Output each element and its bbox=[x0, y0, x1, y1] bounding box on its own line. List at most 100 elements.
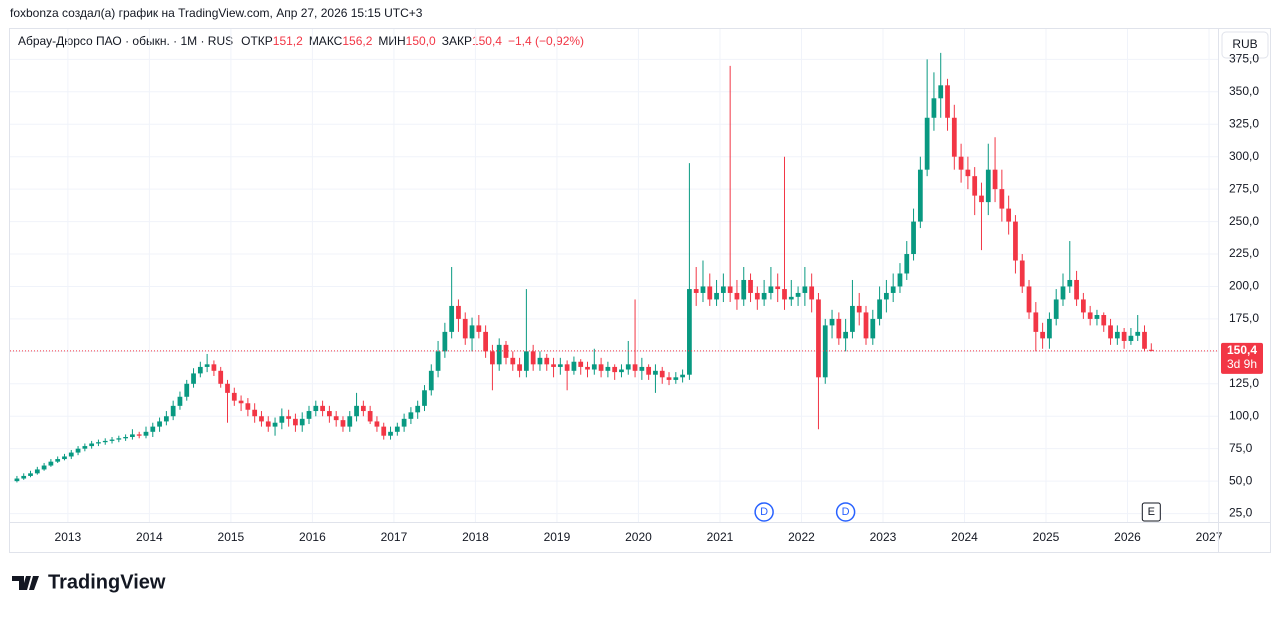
event-marker bbox=[754, 502, 774, 522]
last-price-box bbox=[1221, 342, 1263, 374]
x-tick-label: 2025 bbox=[1033, 530, 1060, 544]
candle-body bbox=[965, 169, 971, 177]
candle-body bbox=[469, 325, 475, 339]
candle-body bbox=[564, 364, 570, 371]
candle-body bbox=[700, 286, 706, 293]
candle-body bbox=[211, 364, 217, 371]
x-tick-label: 2014 bbox=[136, 530, 163, 544]
ohlc-value: 150,4 bbox=[472, 34, 502, 48]
candle-body bbox=[327, 411, 332, 417]
candle-body bbox=[775, 286, 781, 290]
candle-body bbox=[96, 442, 101, 444]
candle-body bbox=[992, 169, 998, 190]
candle-body bbox=[177, 396, 183, 406]
candle-body bbox=[788, 296, 794, 300]
y-tick-label: 275,0 bbox=[1229, 181, 1259, 195]
x-tick-label: 2023 bbox=[870, 530, 897, 544]
candle-body bbox=[238, 400, 244, 404]
candle-body bbox=[605, 366, 611, 371]
candle-body bbox=[259, 416, 264, 422]
candle-body bbox=[21, 475, 27, 479]
candle-body bbox=[422, 390, 427, 406]
candle-body bbox=[1087, 312, 1093, 319]
chart-frame bbox=[9, 28, 1271, 553]
candle-body bbox=[802, 286, 808, 293]
candle-body bbox=[836, 318, 842, 339]
candle-body bbox=[795, 292, 801, 297]
candle-body bbox=[598, 364, 604, 371]
candle-body bbox=[1006, 208, 1012, 222]
candle-body bbox=[904, 254, 910, 274]
candle-body bbox=[130, 434, 135, 437]
candle-body bbox=[972, 176, 978, 196]
candle-body bbox=[41, 465, 47, 470]
candle-body bbox=[34, 469, 40, 474]
candle-body bbox=[754, 292, 760, 300]
candle-body bbox=[136, 434, 142, 436]
candle-body bbox=[843, 331, 849, 339]
candle-body bbox=[388, 431, 393, 436]
currency[interactable]: RUB bbox=[1232, 37, 1257, 51]
candle-body bbox=[890, 286, 896, 293]
ohlc-name: ЗАКР bbox=[442, 34, 472, 48]
candle-body bbox=[1053, 299, 1059, 319]
candle-body bbox=[612, 366, 618, 373]
candle-body bbox=[320, 405, 325, 412]
y-tick-label: 100,0 bbox=[1229, 408, 1259, 422]
candle-body bbox=[591, 364, 597, 370]
x-tick-label: 2021 bbox=[707, 530, 734, 544]
x-tick-label: 2018 bbox=[462, 530, 489, 544]
candle-body bbox=[184, 383, 190, 397]
candle-body bbox=[48, 461, 54, 466]
candle-body bbox=[109, 439, 115, 441]
candle-body bbox=[1074, 279, 1079, 300]
candle-body bbox=[1013, 221, 1018, 261]
candle-body bbox=[191, 373, 196, 384]
y-tick-label: 325,0 bbox=[1229, 116, 1259, 130]
candle-body bbox=[503, 344, 509, 358]
candle-body bbox=[62, 456, 67, 460]
candle-body bbox=[150, 426, 156, 432]
candle-body bbox=[714, 292, 719, 300]
y-tick-label: 25,0 bbox=[1229, 506, 1253, 520]
candle-body bbox=[1148, 349, 1154, 351]
candle-body bbox=[707, 286, 713, 300]
x-tick-label: 2027 bbox=[1196, 530, 1223, 544]
symbol-title: Абрау-Дюрсо ПАО · обыкн. · 1M · RUS bbox=[18, 34, 233, 48]
candle-body bbox=[1026, 286, 1032, 313]
y-tick-label: 175,0 bbox=[1229, 311, 1259, 325]
candle-body bbox=[1135, 331, 1141, 336]
candle-body bbox=[1067, 279, 1073, 287]
candle-body bbox=[28, 473, 33, 476]
candle-body bbox=[734, 292, 740, 300]
candle-body bbox=[170, 405, 176, 417]
candle-body bbox=[354, 405, 359, 417]
currency-button[interactable] bbox=[1221, 31, 1269, 59]
y-tick-label: 75,0 bbox=[1229, 441, 1253, 455]
y-tick-label: 200,0 bbox=[1229, 279, 1259, 293]
candle-body bbox=[218, 370, 224, 384]
candle-body bbox=[653, 370, 658, 375]
event-marker bbox=[1141, 502, 1161, 522]
candle-body bbox=[225, 383, 230, 393]
candle-body bbox=[435, 351, 441, 371]
candle-body bbox=[415, 405, 421, 413]
candle-body bbox=[619, 369, 624, 373]
candle-body bbox=[551, 364, 556, 367]
candle-body bbox=[496, 344, 502, 365]
candle-body bbox=[197, 366, 203, 374]
y-tick-label: 300,0 bbox=[1229, 149, 1259, 163]
candle-body bbox=[659, 370, 665, 378]
candle-body bbox=[55, 459, 61, 462]
attribution: foxbonza создал(а) график на TradingView… bbox=[10, 6, 423, 20]
candle-body bbox=[646, 366, 652, 375]
candle-body bbox=[1047, 318, 1052, 339]
candle-body bbox=[1060, 286, 1066, 300]
candle-body bbox=[673, 377, 679, 380]
candle-body bbox=[245, 403, 251, 410]
change: −1,4 (−0,92%) bbox=[508, 34, 584, 48]
candle-body bbox=[408, 412, 414, 419]
candle-body bbox=[367, 411, 373, 422]
candle-body bbox=[252, 409, 258, 417]
candle-body bbox=[286, 416, 292, 419]
